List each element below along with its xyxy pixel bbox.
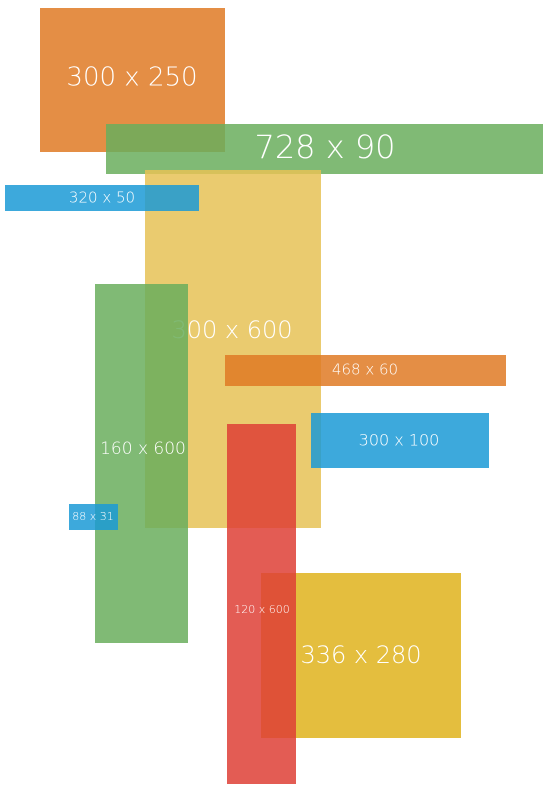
box: 320 x 50 <box>5 185 199 211</box>
box-rect <box>225 355 506 386</box>
box-rect <box>227 424 296 784</box>
box: 160 x 600 <box>95 284 188 643</box>
box-label: 468 x 60 <box>332 361 398 379</box>
box-label: 300 x 250 <box>66 63 197 93</box>
box-label: 320 x 50 <box>69 189 135 207</box>
box-rect <box>106 124 543 174</box>
box-label: 728 x 90 <box>254 128 395 166</box>
box-label: 336 x 280 <box>300 641 421 669</box>
box-label: 160 x 600 <box>100 439 186 459</box>
box: 300 x 100 <box>311 413 489 468</box>
box-rect <box>95 284 188 643</box>
box-rect <box>69 504 118 530</box>
box: 728 x 90 <box>106 124 543 174</box>
box-label: 300 x 600 <box>171 316 292 344</box>
box: 120 x 600 <box>227 424 296 784</box>
box-label: 88 x 31 <box>72 510 114 523</box>
box: 468 x 60 <box>225 355 506 386</box>
box-label: 300 x 100 <box>359 431 440 450</box>
box-rect <box>5 185 199 211</box>
box: 88 x 31 <box>69 504 118 530</box>
box-rect <box>311 413 489 468</box>
box-label: 120 x 600 <box>234 603 290 616</box>
